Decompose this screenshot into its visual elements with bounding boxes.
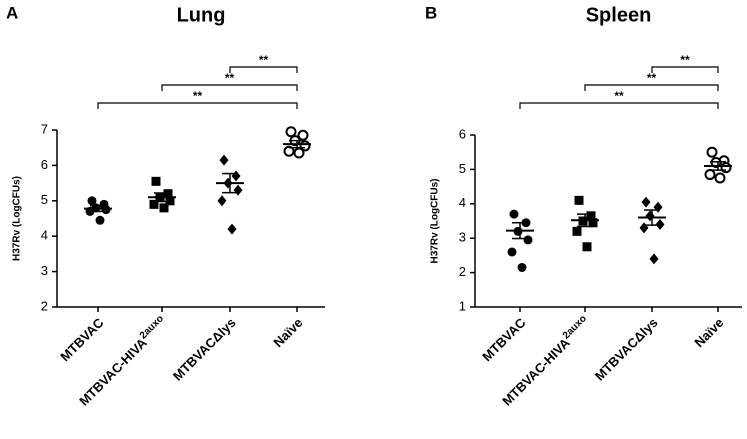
y-tick-label: 2 [41, 298, 48, 313]
data-point [586, 211, 596, 221]
data-point [517, 262, 527, 272]
y-tick-label: 6 [459, 126, 466, 141]
x-tick-label: MTBVAC [57, 315, 107, 365]
data-point [704, 169, 716, 181]
data-point [582, 242, 592, 252]
significance-bracket [229, 66, 298, 73]
x-tick-label-sup: 2auxo [138, 313, 166, 341]
data-point [297, 129, 309, 141]
significance-label: ** [614, 89, 624, 103]
data-point [649, 253, 659, 265]
data-point [231, 170, 241, 182]
data-point [283, 145, 295, 157]
significance-label: ** [225, 71, 235, 85]
data-point [645, 210, 655, 222]
data-point [151, 176, 161, 186]
significance-bracket [519, 102, 719, 109]
x-tick-label-text: MTBVAC-HIVA [500, 335, 574, 409]
data-point [95, 215, 105, 225]
x-tick-label: MTBVACΔlys [592, 315, 661, 384]
data-point [639, 222, 649, 234]
y-tick-label: 4 [41, 228, 48, 243]
data-point [227, 223, 237, 235]
panel-label: A [6, 3, 18, 22]
data-point [574, 195, 584, 205]
y-axis-label: H37Rv (LogCFUs) [430, 178, 441, 263]
y-axis-label: H37Rv (LogCFUs) [12, 176, 23, 261]
data-point [87, 196, 97, 206]
y-tick-label: 3 [41, 263, 48, 278]
data-point [149, 199, 159, 209]
data-point [507, 247, 517, 257]
data-point [641, 196, 651, 208]
chart-title: Lung [177, 4, 226, 26]
significance-bracket [584, 84, 719, 91]
significance-bracket [97, 102, 298, 109]
significance-label: ** [193, 89, 203, 103]
significance-bracket [651, 66, 719, 73]
data-point [159, 203, 169, 213]
significance-label: ** [259, 53, 269, 67]
y-tick-label: 5 [459, 161, 466, 176]
data-point [706, 146, 718, 158]
x-tick-label-text: MTBVAC-HIVA [77, 335, 151, 409]
y-tick-label: 5 [41, 192, 48, 207]
y-tick-label: 4 [459, 195, 466, 210]
data-point [588, 218, 598, 228]
chart-title: Spleen [586, 4, 652, 26]
y-tick-label: 6 [41, 157, 48, 172]
data-point [285, 126, 297, 138]
panel-label: B [425, 3, 437, 22]
data-point [572, 226, 582, 236]
significance-label: ** [647, 71, 657, 85]
data-point [219, 154, 229, 166]
y-tick-label: 2 [459, 264, 466, 279]
y-tick-label: 1 [459, 298, 466, 313]
significance-label: ** [680, 53, 690, 67]
data-point [714, 172, 726, 184]
significance-bracket [161, 84, 298, 91]
data-point [523, 235, 533, 245]
x-tick-label: MTBVACΔlys [170, 315, 239, 384]
x-tick-label: MTBVAC [479, 315, 529, 365]
y-tick-label: 3 [459, 230, 466, 245]
x-tick-label-sup: 2auxo [561, 313, 589, 341]
x-tick-label: Naïve [270, 315, 305, 350]
x-tick-label: Naïve [691, 315, 726, 350]
data-point [217, 195, 227, 207]
data-point [509, 209, 519, 219]
data-point [653, 201, 663, 213]
y-tick-label: 7 [41, 121, 48, 136]
data-point [293, 147, 305, 159]
data-point [233, 184, 243, 196]
